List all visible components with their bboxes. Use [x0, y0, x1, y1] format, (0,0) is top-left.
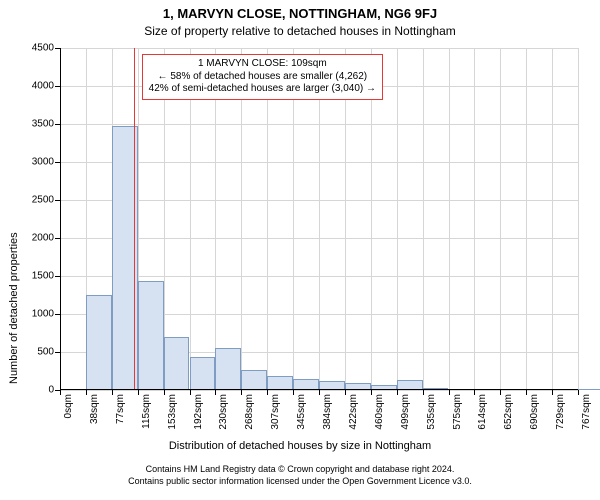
ytick-label: 1000	[32, 309, 60, 320]
ytick-label: 2000	[32, 233, 60, 244]
ytick-label: 1500	[32, 271, 60, 282]
xtick-mark	[371, 390, 372, 395]
info-box-line: 42% of semi-detached houses are larger (…	[149, 83, 376, 96]
xtick-mark	[449, 390, 450, 395]
xtick-label: 192sqm	[193, 390, 204, 430]
xtick-mark	[500, 390, 501, 395]
property-marker-line	[134, 48, 135, 390]
ytick-label: 2500	[32, 195, 60, 206]
xtick-label: 535sqm	[426, 390, 437, 430]
xtick-mark	[241, 390, 242, 395]
xtick-label: 0sqm	[63, 390, 74, 418]
xtick-mark	[319, 390, 320, 395]
histogram-bar	[190, 357, 216, 390]
xtick-label: 460sqm	[374, 390, 385, 430]
ytick-label: 4000	[32, 81, 60, 92]
xtick-mark	[215, 390, 216, 395]
xtick-label: 575sqm	[452, 390, 463, 430]
gridline-v	[526, 48, 527, 390]
info-box-line: 1 MARVYN CLOSE: 109sqm	[149, 58, 376, 71]
gridline-v	[474, 48, 475, 390]
xtick-mark	[138, 390, 139, 395]
page-title: 1, MARVYN CLOSE, NOTTINGHAM, NG6 9FJ	[0, 6, 600, 21]
xtick-label: 422sqm	[348, 390, 359, 430]
xtick-label: 499sqm	[400, 390, 411, 430]
xtick-label: 268sqm	[244, 390, 255, 430]
property-info-box: 1 MARVYN CLOSE: 109sqm← 58% of detached …	[142, 54, 383, 100]
xtick-label: 690sqm	[529, 390, 540, 430]
gridline-v	[397, 48, 398, 390]
xtick-label: 77sqm	[115, 390, 126, 424]
xtick-label: 614sqm	[477, 390, 488, 430]
xtick-mark	[526, 390, 527, 395]
histogram-bar	[138, 281, 164, 390]
xtick-mark	[397, 390, 398, 395]
xtick-label: 384sqm	[322, 390, 333, 430]
histogram-bar	[215, 348, 241, 390]
x-axis-line	[60, 389, 578, 390]
histogram-bar	[241, 370, 267, 390]
xtick-mark	[164, 390, 165, 395]
xtick-mark	[423, 390, 424, 395]
xtick-mark	[190, 390, 191, 395]
gridline-v	[449, 48, 450, 390]
y-axis-label: Number of detached properties	[8, 232, 20, 384]
xtick-label: 153sqm	[167, 390, 178, 430]
xtick-label: 307sqm	[270, 390, 281, 430]
y-axis-line	[60, 48, 61, 390]
xtick-label: 38sqm	[89, 390, 100, 424]
gridline-v	[552, 48, 553, 390]
ytick-label: 3500	[32, 119, 60, 130]
xtick-mark	[86, 390, 87, 395]
histogram-bar	[578, 389, 600, 390]
xtick-label: 652sqm	[503, 390, 514, 430]
xtick-mark	[293, 390, 294, 395]
ytick-label: 3000	[32, 157, 60, 168]
histogram-bar	[164, 337, 190, 390]
footer-line-2: Contains public sector information licen…	[0, 476, 600, 486]
footer-line-1: Contains HM Land Registry data © Crown c…	[0, 464, 600, 474]
xtick-label: 115sqm	[141, 390, 152, 429]
chart-subtitle: Size of property relative to detached ho…	[0, 24, 600, 38]
xtick-mark	[345, 390, 346, 395]
gridline-v	[500, 48, 501, 390]
xtick-mark	[552, 390, 553, 395]
gridline-v	[423, 48, 424, 390]
xtick-mark	[112, 390, 113, 395]
xtick-mark	[474, 390, 475, 395]
x-axis-label: Distribution of detached houses by size …	[0, 440, 600, 452]
gridline-v	[578, 48, 579, 390]
xtick-label: 230sqm	[218, 390, 229, 430]
xtick-mark	[60, 390, 61, 395]
histogram-bar	[86, 295, 112, 390]
chart-plot-area: 0500100015002000250030003500400045000sqm…	[60, 48, 578, 390]
ytick-label: 4500	[32, 43, 60, 54]
histogram-bar	[267, 376, 293, 390]
info-box-line: ← 58% of detached houses are smaller (4,…	[149, 71, 376, 84]
ytick-label: 0	[48, 385, 60, 396]
xtick-mark	[578, 390, 579, 395]
xtick-label: 345sqm	[296, 390, 307, 430]
xtick-label: 729sqm	[555, 390, 566, 430]
ytick-label: 500	[37, 347, 60, 358]
xtick-label: 767sqm	[581, 390, 592, 430]
xtick-mark	[267, 390, 268, 395]
